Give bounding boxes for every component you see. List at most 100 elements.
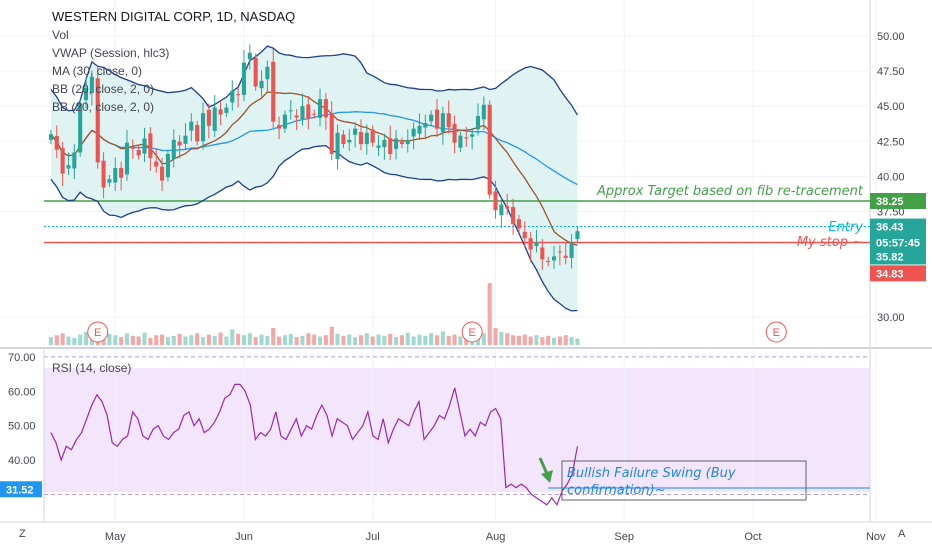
price-tag: [870, 234, 926, 251]
volume-bar: [136, 336, 141, 345]
candle-body: [171, 139, 176, 159]
volume-bar: [411, 336, 416, 345]
time-axis[interactable]: May Jun Jul Aug Sep Oct Nov: [105, 531, 886, 543]
volume-bar: [312, 334, 317, 345]
candle-body: [224, 107, 229, 113]
legend-vwap[interactable]: VWAP (Session, hlc3): [52, 46, 169, 60]
legend-volume[interactable]: Vol: [52, 28, 69, 42]
candle-body: [218, 109, 223, 115]
candle-body: [429, 114, 434, 122]
volume-bar: [160, 334, 165, 345]
candle-body: [148, 133, 153, 159]
volume-bar: [429, 333, 434, 345]
candle-body: [113, 167, 118, 183]
volume-bar: [247, 333, 252, 345]
candle-body: [446, 113, 451, 128]
candle-body: [563, 255, 568, 258]
volume-bar: [522, 334, 527, 345]
candle-body: [300, 106, 305, 120]
price-tag: [870, 265, 926, 282]
candle-body: [358, 132, 364, 145]
price-axis[interactable]: 50.00 47.50 45.00 42.50 40.00 37.50 30.00: [877, 31, 905, 324]
volume-bar: [317, 336, 323, 345]
price-tag-label: 34.83: [876, 268, 904, 280]
time-tick-label: May: [105, 531, 126, 543]
volume-bar: [300, 335, 305, 345]
bb-upper-line: [50, 45, 578, 116]
volume-bar: [569, 337, 574, 345]
candle-body: [323, 99, 328, 118]
earnings-marker: [461, 321, 483, 343]
entry-annotation: Entry: [828, 220, 863, 235]
volume-bar: [511, 335, 516, 345]
candle-body: [142, 138, 147, 154]
candle-body: [66, 165, 71, 169]
candle-body: [189, 121, 194, 131]
target-annotation: Approx Target based on fib re-tracement: [596, 184, 864, 199]
volume-bar: [417, 334, 422, 345]
volume-bar: [405, 332, 410, 345]
rsi-line: [50, 383, 579, 507]
candle-body: [136, 149, 141, 156]
volume-bar: [294, 337, 299, 345]
legend-bb-2[interactable]: BB (20, close, 2, 0): [52, 100, 154, 114]
candle-body: [376, 145, 381, 148]
candle-body: [452, 123, 457, 143]
volume-bar: [54, 335, 59, 345]
candle-body: [540, 247, 545, 260]
candle-body: [329, 114, 334, 154]
candle-body: [130, 147, 135, 149]
rsi-legend[interactable]: RSI (14, close): [52, 361, 131, 375]
candles[interactable]: [48, 44, 580, 270]
candle-body: [575, 231, 580, 240]
candle-body: [230, 90, 235, 103]
candle-body: [241, 62, 247, 95]
earnings-label: E: [773, 327, 780, 339]
volume-bar: [423, 335, 428, 345]
candle-body: [551, 256, 557, 261]
candle-body: [382, 139, 387, 148]
time-tick-label: Oct: [744, 531, 761, 543]
volume-bar: [499, 331, 504, 345]
auto-scale-button-z[interactable]: Z: [19, 528, 26, 540]
volume-bar: [177, 333, 182, 345]
legend-ma[interactable]: MA (30, close, 0): [52, 64, 142, 78]
candle-body: [271, 61, 276, 122]
legend-bb-1[interactable]: BB (20, close, 2, 0): [52, 82, 154, 96]
candle-body: [83, 87, 89, 100]
rsi-axis[interactable]: 70.00 60.00 50.00 40.00 31.52: [0, 352, 42, 498]
volume-bar: [148, 337, 153, 345]
candle-body: [78, 103, 83, 153]
candle-body: [511, 207, 516, 225]
candle-body: [60, 148, 65, 174]
candle-body: [294, 115, 299, 118]
candle-body: [417, 125, 422, 134]
volume-bar: [241, 335, 247, 345]
candle-body: [206, 109, 211, 126]
price-tag-label: 35.82: [876, 251, 904, 263]
price-tick-label: 42.50: [877, 136, 905, 148]
volume-bar: [434, 335, 440, 345]
volume-bar: [154, 335, 159, 345]
price-tick-label: 47.50: [877, 66, 905, 78]
chart-title[interactable]: WESTERN DIGITAL CORP, 1D, NASDAQ: [52, 9, 295, 24]
stop-annotation: My stop ~: [797, 235, 863, 250]
candle-body: [464, 137, 469, 139]
swing-annotation-box: [561, 460, 807, 501]
swing-annotation-line-2: confirmation)~: [567, 483, 666, 498]
volume-bar: [347, 334, 352, 345]
volume-bar: [546, 335, 551, 345]
price-tags: 38.25 36.43 05:57:45 35.82 34.83: [870, 192, 926, 282]
price-tick-label: 37.50: [877, 207, 905, 219]
volume-bar: [528, 336, 533, 345]
volume-bar: [78, 334, 83, 345]
candle-body: [394, 138, 399, 149]
candle-body: [434, 109, 440, 129]
legend[interactable]: WESTERN DIGITAL CORP, 1D, NASDAQ Vol VWA…: [52, 9, 295, 114]
auto-scale-button-a[interactable]: A: [898, 528, 906, 540]
volume-bar: [218, 332, 223, 345]
candle-body: [48, 134, 53, 140]
candle-body: [569, 242, 574, 258]
